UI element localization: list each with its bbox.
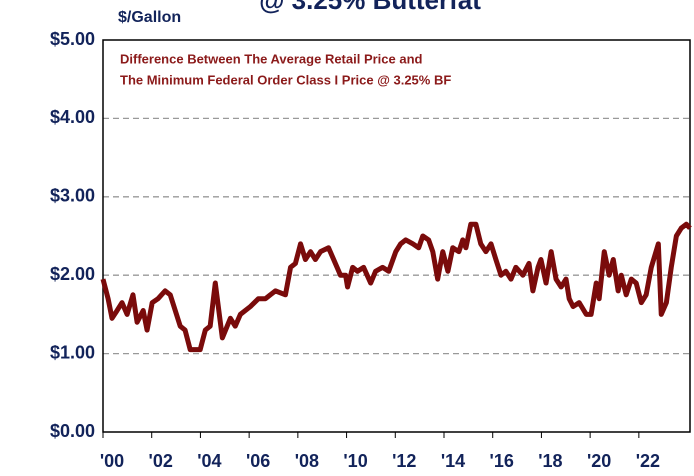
y-tick-label: $2.00 (50, 264, 95, 284)
plot-frame (102, 39, 691, 433)
x-tick-label: '06 (246, 451, 270, 471)
x-tick-label: '20 (587, 451, 611, 471)
y-tick-label: $1.00 (50, 342, 95, 362)
x-tick-label: '18 (538, 451, 562, 471)
annotation: The Minimum Federal Order Class I Price … (120, 72, 451, 87)
y-tick-label: $0.00 (50, 421, 95, 441)
x-tick-label: '22 (636, 451, 660, 471)
x-tick-label: '00 (100, 451, 124, 471)
x-tick-label: '10 (343, 451, 367, 471)
x-tick-label: '08 (295, 451, 319, 471)
y-tick-label: $4.00 (50, 107, 95, 127)
x-tick-label: '04 (197, 451, 221, 471)
x-tick-label: '16 (490, 451, 514, 471)
y-axis-label: $/Gallon (118, 9, 181, 26)
y-tick-label: $3.00 (50, 186, 95, 206)
x-tick-label: '12 (392, 451, 416, 471)
data-line (100, 221, 692, 353)
chart-title: @ 3.25% Butterfat (259, 0, 481, 15)
x-tick-label: '02 (149, 451, 173, 471)
annotation: Difference Between The Average Retail Pr… (120, 51, 423, 66)
x-tick-label: '14 (441, 451, 465, 471)
y-tick-label: $5.00 (50, 29, 95, 49)
